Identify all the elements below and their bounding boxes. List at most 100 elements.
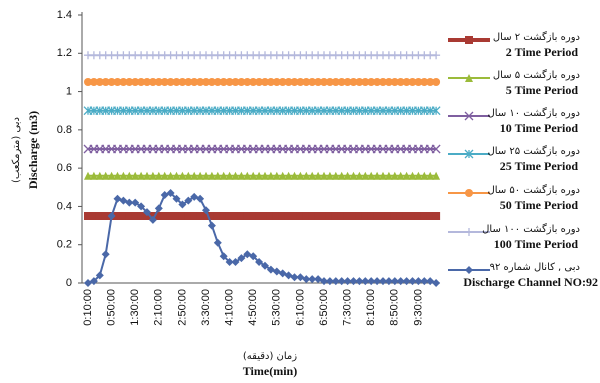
marker <box>207 221 216 230</box>
marker <box>101 78 110 86</box>
marker <box>202 206 210 215</box>
marker <box>237 171 246 180</box>
marker <box>302 171 311 180</box>
marker <box>213 78 222 86</box>
marker <box>131 212 140 220</box>
marker <box>154 212 163 220</box>
marker <box>249 171 258 180</box>
marker <box>249 78 258 86</box>
marker <box>196 194 205 203</box>
marker <box>261 261 269 270</box>
y-tick-label: 0.6 <box>57 162 72 174</box>
marker <box>414 78 423 86</box>
marker <box>308 275 317 284</box>
marker <box>396 212 405 220</box>
marker <box>432 171 441 180</box>
marker <box>237 212 246 220</box>
marker <box>379 212 387 220</box>
marker <box>160 171 169 180</box>
y-tick-label: 1.4 <box>57 9 72 21</box>
marker <box>432 279 441 287</box>
marker <box>272 212 281 220</box>
marker <box>166 189 175 198</box>
marker <box>237 78 246 86</box>
marker <box>261 78 269 86</box>
marker <box>367 212 376 220</box>
marker <box>384 277 393 286</box>
marker <box>243 212 252 220</box>
marker <box>373 171 382 180</box>
marker <box>261 212 269 220</box>
legend-label-fa: دوره بازگشت ۱۰۰ سال <box>482 223 580 235</box>
marker <box>172 194 181 203</box>
marker <box>355 171 364 180</box>
marker <box>125 78 134 86</box>
marker <box>308 78 317 86</box>
x-axis-label-fa: زمان (دقیقه) <box>243 351 297 362</box>
marker <box>302 275 311 284</box>
marker <box>390 212 399 220</box>
marker <box>290 273 299 282</box>
marker <box>308 212 317 220</box>
marker <box>131 171 140 180</box>
marker <box>154 78 163 86</box>
marker <box>255 257 264 266</box>
legend-label: Discharge Channel NO:92 <box>463 275 598 289</box>
marker <box>125 198 134 207</box>
legend-label: 50 Time Period <box>500 198 579 212</box>
marker <box>137 171 146 180</box>
marker <box>431 144 441 154</box>
marker <box>296 212 305 220</box>
marker <box>95 271 104 280</box>
marker <box>207 78 216 86</box>
marker <box>390 277 399 286</box>
marker <box>432 51 441 60</box>
marker <box>107 78 116 86</box>
marker <box>184 171 193 180</box>
legend-label-fa: دوره بازگشت ۲ سال <box>493 31 580 43</box>
marker <box>231 171 240 180</box>
marker <box>331 171 340 180</box>
marker <box>213 212 222 220</box>
marker <box>384 212 393 220</box>
marker <box>95 171 104 180</box>
marker <box>337 212 346 220</box>
marker <box>432 212 441 220</box>
marker <box>408 212 417 220</box>
marker <box>107 171 116 180</box>
marker <box>414 171 423 180</box>
marker <box>431 106 441 116</box>
x-tick-label: 6:50:00 <box>318 289 330 326</box>
marker <box>219 212 228 220</box>
marker <box>202 212 210 220</box>
marker <box>101 212 110 220</box>
marker <box>172 78 181 86</box>
marker <box>202 78 210 86</box>
marker <box>137 212 146 220</box>
marker <box>290 212 299 220</box>
legend-label-fa: دوره بازگشت ۱۰ سال <box>488 107 581 119</box>
marker <box>465 266 473 274</box>
marker <box>379 171 387 180</box>
marker <box>373 212 382 220</box>
marker <box>284 78 293 86</box>
marker <box>266 78 275 86</box>
y-tick-label: 1.2 <box>57 47 72 59</box>
marker <box>402 171 411 180</box>
marker <box>231 257 240 266</box>
marker <box>107 212 116 220</box>
marker <box>172 212 181 220</box>
marker <box>465 74 473 82</box>
legend-label-fa: دوره بازگشت ۲۵ سال <box>488 145 581 157</box>
marker <box>361 171 370 180</box>
marker <box>219 78 228 86</box>
marker <box>261 171 269 180</box>
x-axis-label: Time(min) <box>243 364 297 378</box>
marker <box>231 212 240 220</box>
legend-label: 5 Time Period <box>506 83 579 97</box>
marker <box>325 171 334 180</box>
marker <box>166 171 175 180</box>
marker <box>184 78 193 86</box>
marker <box>314 212 323 220</box>
marker <box>131 78 140 86</box>
